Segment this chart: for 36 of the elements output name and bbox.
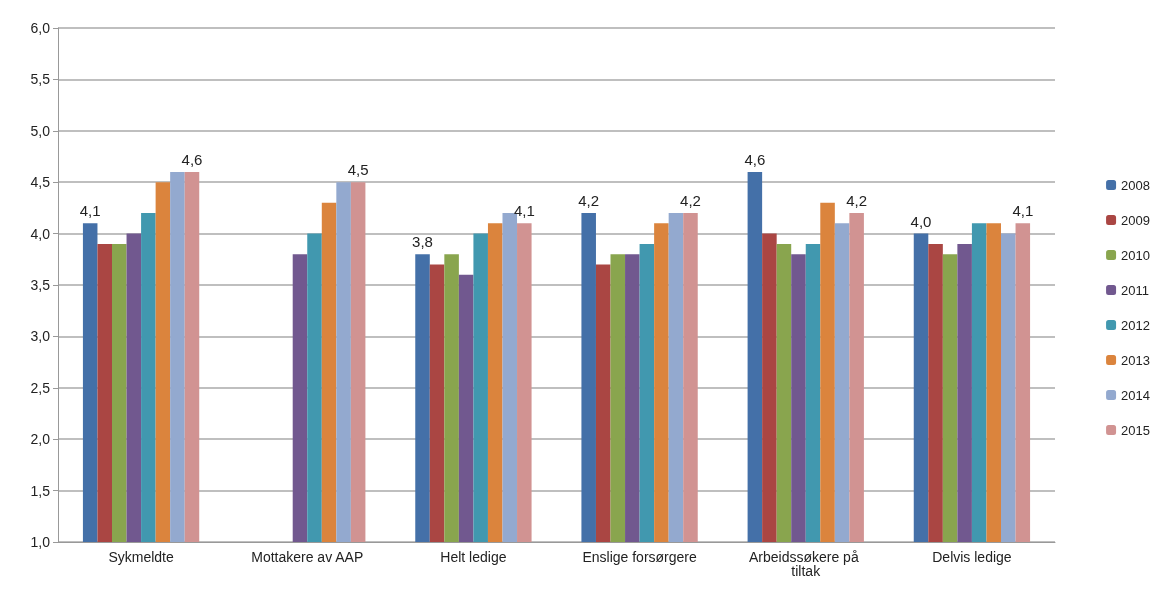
legend-label: 2014 [1121, 387, 1150, 403]
data-label: 4,1 [513, 202, 535, 220]
data-label: 4,1 [79, 202, 101, 220]
legend-label: 2009 [1121, 212, 1150, 228]
y-tick-label: 2,0 [30, 431, 51, 448]
legend-label: 2013 [1121, 352, 1150, 368]
y-tick-label: 2,5 [30, 379, 51, 396]
y-tick-label: 5,0 [30, 122, 51, 139]
legend-label: 2015 [1121, 422, 1150, 438]
x-tick-label: Sykmeldte [108, 549, 174, 565]
data-label: 4,5 [347, 161, 369, 179]
legend-label: 2011 [1121, 282, 1150, 298]
data-label: 4,0 [910, 212, 932, 230]
data-label: 4,2 [846, 192, 868, 210]
data-label: 4,6 [744, 150, 766, 168]
data-label: 4,2 [578, 192, 600, 210]
x-tick-label: Mottakere av AAP [251, 549, 364, 565]
y-tick-label: 4,0 [30, 225, 51, 242]
y-tick-label: 1,5 [30, 482, 51, 499]
y-tick-label: 4,5 [30, 174, 51, 191]
x-tick-label: Delvis ledige [932, 549, 1012, 565]
data-label: 3,8 [412, 233, 433, 251]
data-label: 4,2 [680, 192, 701, 210]
x-tick-label: Arbeidssøkere på tiltak [748, 549, 863, 579]
y-tick-label: 6,0 [30, 20, 51, 36]
x-tick-label: Enslige forsørgere [582, 549, 697, 565]
y-tick-label: 1,0 [30, 534, 51, 550]
x-tick-label: Helt ledige [440, 549, 507, 565]
legend-label: 2010 [1121, 247, 1150, 263]
legend-label: 2008 [1121, 177, 1150, 193]
y-tick-label: 3,5 [30, 277, 51, 293]
y-tick-label: 5,5 [30, 71, 51, 88]
legend-label: 2012 [1121, 317, 1150, 333]
data-label: 4,1 [1012, 202, 1034, 220]
data-label: 4,6 [181, 150, 203, 168]
y-tick-label: 3,0 [30, 328, 51, 345]
